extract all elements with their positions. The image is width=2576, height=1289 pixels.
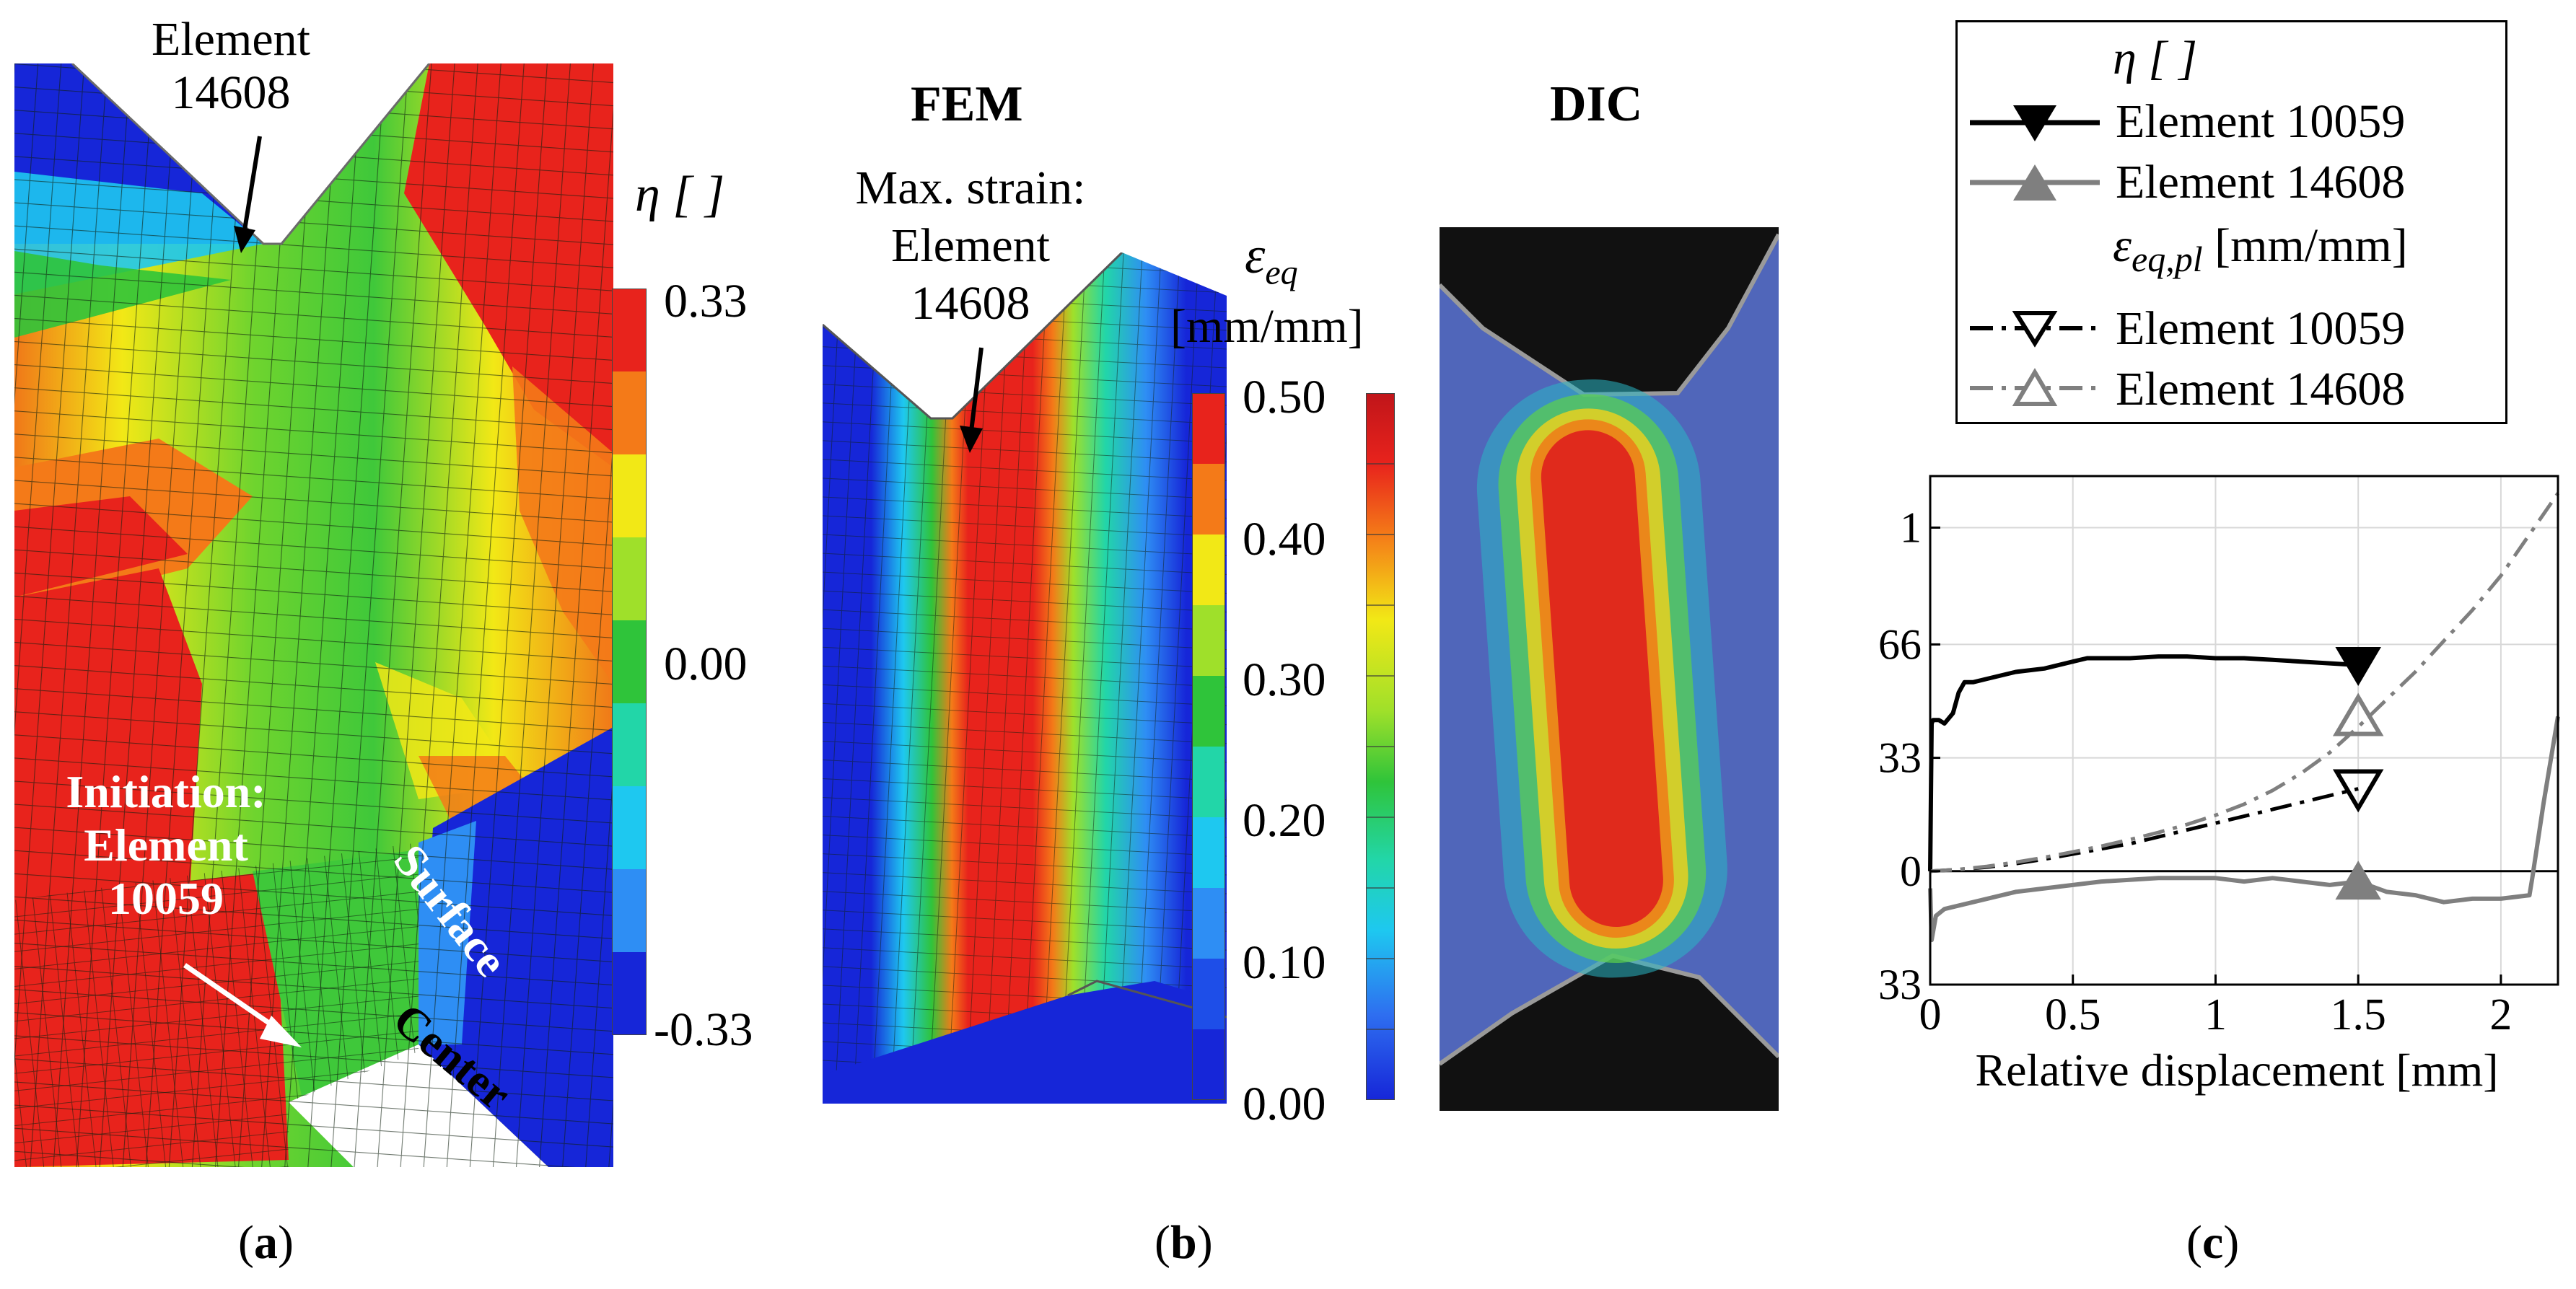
- y-tick-label-0: -0.33: [1876, 961, 1922, 1008]
- chart-y-ticks: -0.33 0 0.33 0.66 1: [1876, 503, 1940, 1008]
- series-line-3: [1929, 492, 2560, 874]
- chart-plot-frame: [1929, 475, 2559, 986]
- panel-a-callout-element-14608: Element 14608: [123, 16, 339, 117]
- y-tick-label-1: 0: [1900, 848, 1922, 895]
- panel-b-tick-1: 0.40: [1243, 513, 1326, 566]
- panel-b-tick-4: 0.10: [1243, 936, 1326, 989]
- caption-a-open: (: [238, 1216, 254, 1269]
- series-line-1: [1928, 716, 2560, 943]
- legend-entry-eps-14608: Element 14608: [2116, 363, 2406, 415]
- panel-a-callout-arrow: [234, 136, 262, 253]
- legend-header-eps-units: [mm/mm]: [2214, 219, 2408, 272]
- legend-header-eps-symbol: ε: [2113, 219, 2132, 272]
- legend-entry-eps-10059: Element 10059: [2116, 302, 2406, 355]
- panel-b-tick-5: 0.00: [1243, 1078, 1326, 1130]
- legend-header-eps-sub: eq,pl: [2132, 239, 2203, 280]
- panel-b-dic-colorbar: [1366, 393, 1395, 1100]
- legend-entry-eta-14608: Element 14608: [2116, 156, 2406, 208]
- legend-box: [1955, 20, 2507, 424]
- initiation-line-3: 10059: [108, 873, 224, 924]
- panel-b-dic-image: [1440, 227, 1779, 1111]
- panel-a-colorbar-title: η [ ]: [635, 167, 725, 222]
- chart-markers: [2332, 646, 2384, 900]
- caption-a-close: ): [277, 1216, 294, 1269]
- panel-b-tick-0: 0.50: [1243, 371, 1326, 423]
- caption-b-open: (: [1155, 1216, 1170, 1269]
- legend-entry-eta-10059: Element 10059: [2116, 95, 2406, 148]
- panel-a-tick-mid: 0.00: [664, 638, 748, 690]
- panel-a-initiation-arrow: [183, 963, 302, 1047]
- legend-header-eps: εeq,pl [mm/mm]: [2113, 219, 2408, 280]
- x-tick-label-3: 1.5: [2330, 990, 2386, 1039]
- panel-b-fem-contour: [823, 252, 1227, 1104]
- panel-a-colorbar: [612, 289, 647, 1035]
- caption-b: (b): [1155, 1219, 1213, 1267]
- panel-b-tick-3: 0.20: [1243, 794, 1326, 847]
- legend-header-eta: η [ ]: [2113, 32, 2198, 84]
- series-marker-3: [2332, 692, 2384, 736]
- y-tick-label-3: 0.66: [1876, 620, 1922, 668]
- x-tick-label-0: 0: [1919, 990, 1942, 1039]
- max-strain-line-2: Element: [891, 219, 1050, 272]
- panel-b-tick-2: 0.30: [1243, 654, 1326, 706]
- initiation-line-1: Initiation:: [66, 766, 266, 817]
- initiation-line-2: Element: [84, 819, 248, 871]
- chart-c: 00.511.52 -0.3300.330.661 Relative displ…: [1876, 475, 2560, 1096]
- panel-b-fem-title: FEM: [911, 76, 1023, 132]
- chart-grid: [1929, 476, 2558, 985]
- panel-b-fem-colorbar: [1192, 393, 1225, 1100]
- x-tick-label-1: 0.5: [2045, 990, 2101, 1039]
- caption-c-close: ): [2223, 1216, 2240, 1269]
- panel-b-callout-arrow: [960, 347, 983, 453]
- y-tick-label-4: 1: [1900, 503, 1922, 551]
- series-marker-2: [2332, 769, 2384, 813]
- colorbar-title-symbol: ε: [1245, 226, 1266, 284]
- legend-swatches: [1970, 105, 2100, 406]
- y-tick-label-2: 0.33: [1876, 734, 1922, 782]
- panel-a-tick-max: 0.33: [664, 275, 748, 327]
- caption-a-letter: a: [253, 1216, 278, 1269]
- caption-c-open: (: [2186, 1216, 2202, 1269]
- panel-a-contour-plot: [14, 63, 613, 1167]
- caption-a: (a): [238, 1219, 294, 1267]
- x-tick-label-4: 2: [2489, 990, 2512, 1039]
- series-line-2: [1929, 787, 2359, 874]
- caption-c: (c): [2186, 1219, 2239, 1267]
- caption-b-close: ): [1196, 1216, 1213, 1269]
- max-strain-line-3: 14608: [911, 277, 1030, 330]
- panel-b-colorbar-title: εeq: [1245, 229, 1298, 290]
- x-tick-label-2: 1: [2204, 990, 2227, 1039]
- colorbar-title-sub: eq: [1265, 253, 1298, 292]
- series-marker-1: [2335, 861, 2381, 900]
- panel-a-callout-initiation: Initiation: Element 10059: [22, 769, 310, 922]
- series-line-0: [1928, 654, 2359, 871]
- series-marker-0: [2335, 646, 2381, 686]
- max-strain-line-1: Max. strain:: [855, 162, 1086, 214]
- caption-c-letter: c: [2202, 1216, 2224, 1269]
- callout-line-1: Element: [152, 13, 310, 66]
- chart-series: [1928, 492, 2560, 943]
- callout-line-2: 14608: [171, 66, 291, 119]
- panel-a-tick-min: -0.33: [654, 1003, 753, 1056]
- chart-x-label: Relative displacement [mm]: [1975, 1044, 2498, 1096]
- panel-b-max-strain-callout: Max. strain: Element 14608: [808, 164, 1133, 327]
- panel-b-dic-title: DIC: [1550, 76, 1643, 132]
- caption-b-letter: b: [1170, 1216, 1197, 1269]
- panel-b-colorbar-units: [mm/mm]: [1170, 300, 1364, 353]
- chart-x-ticks: 0 0.5 1 1.5 2: [1919, 975, 2512, 1039]
